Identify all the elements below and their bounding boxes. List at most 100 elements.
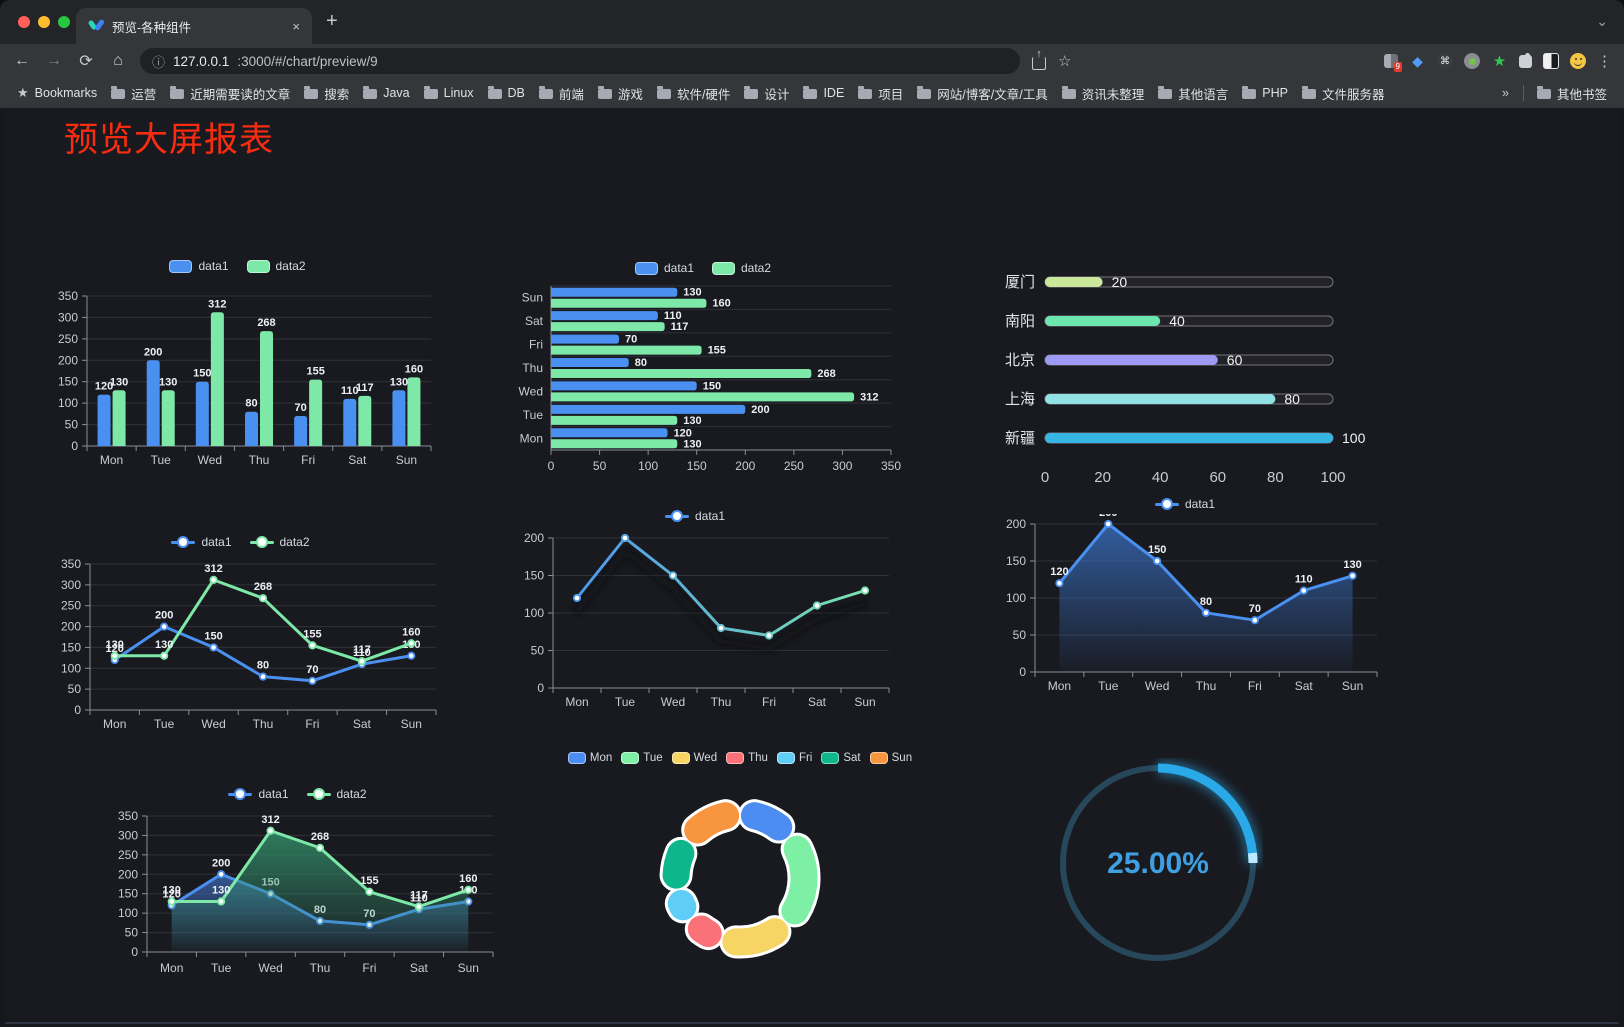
bookmark-folder[interactable]: 网站/博客/文章/工具 [910,81,1054,106]
svg-text:50: 50 [1013,628,1027,642]
browser-tab[interactable]: 预览-各种组件 × [76,8,312,44]
svg-text:0: 0 [548,459,555,473]
svg-text:Fri: Fri [305,717,319,731]
svg-text:300: 300 [58,310,78,324]
star-icon: ★ [17,85,29,100]
svg-text:130: 130 [683,287,701,299]
legend-item[interactable]: data1 [664,509,726,523]
zoom-window-button[interactable] [58,16,70,28]
svg-text:160: 160 [402,626,420,638]
svg-text:Thu: Thu [310,961,331,975]
area-double-canvas: 0 50 100 150 200 250 300 350 Mon Tue Wed Thu Fri Sat S… [118,809,494,975]
extension-smiley-icon[interactable] [1570,53,1586,69]
extension-command-icon[interactable]: ⌘ [1437,53,1453,69]
legend-item[interactable]: Sun [869,752,912,764]
other-bookmarks-button[interactable]: 其他书签 [1530,81,1614,106]
site-info-icon[interactable]: ⓘ [152,54,166,70]
legend-item[interactable]: Thu [726,752,768,764]
svg-text:50: 50 [65,418,79,432]
svg-text:312: 312 [208,298,226,310]
extension-contrast-icon[interactable] [1543,53,1559,69]
legend-item[interactable]: data2 [246,259,306,273]
svg-text:Fri: Fri [301,453,315,467]
legend-label: Tue [643,752,663,764]
bookmark-folder[interactable]: Java [356,81,416,106]
svg-text:0: 0 [1019,665,1026,679]
svg-text:Tue: Tue [151,453,172,467]
legend-item[interactable]: data2 [712,261,771,275]
bookmark-folder[interactable]: 近期需要读的文章 [163,81,297,106]
extensions-puzzle-icon[interactable] [1519,52,1532,68]
tab-list-chevron-icon[interactable]: ⌄ [1596,13,1608,29]
chart-legend: data1 data2 [95,784,500,804]
bookmark-folder[interactable]: 运营 [104,81,163,106]
home-button[interactable]: ⌂ [113,52,123,69]
legend-item[interactable]: Fri [776,752,812,764]
svg-text:200: 200 [212,857,230,869]
extension-blocks-icon[interactable]: 9 [1384,54,1402,72]
bookmark-folder[interactable]: 项目 [851,81,910,106]
legend-item[interactable]: data1 [634,261,694,275]
legend-label: data1 [694,509,726,523]
bookmark-folder[interactable]: 其他语言 [1151,81,1235,106]
bookmark-star-icon[interactable]: ☆ [1058,53,1072,70]
legend-label: Sat [843,752,861,764]
address-bar[interactable]: ⓘ 127.0.0.1:3000/#/chart/preview/9 [140,48,1020,74]
legend-item[interactable]: Tue [621,752,663,764]
svg-text:200: 200 [58,353,78,367]
bookmark-folder[interactable]: 前端 [532,81,591,106]
svg-text:Thu: Thu [522,361,543,375]
svg-text:Fri: Fri [762,695,776,709]
bookmarks-button[interactable]: ★ Bookmarks [10,82,104,104]
reload-button[interactable]: ⟳ [79,53,93,70]
legend-item[interactable]: data1 [228,787,289,801]
svg-text:70: 70 [306,664,318,676]
svg-text:312: 312 [860,391,878,403]
svg-text:117: 117 [356,382,374,394]
forward-button[interactable]: → [46,52,62,69]
back-button[interactable]: ← [14,52,30,69]
bookmark-folder[interactable]: 搜索 [297,81,356,106]
bookmark-folder[interactable]: IDE [796,81,851,106]
browser-menu-icon[interactable]: ⋮ [1597,53,1612,70]
legend-item[interactable]: data2 [306,787,367,801]
legend-item[interactable]: Wed [671,752,718,764]
bookmark-folder[interactable]: PHP [1235,81,1295,106]
bookmark-folder[interactable]: 文件服务器 [1295,81,1392,106]
bookmark-folder[interactable]: 设计 [737,81,796,106]
donut-pie-canvas [659,799,820,959]
legend-item[interactable]: data2 [249,535,310,549]
bookmark-folder[interactable]: Linux [417,81,481,106]
legend-item[interactable]: data1 [169,259,229,273]
bookmarks-overflow-chevron[interactable]: » [1502,86,1509,100]
close-window-button[interactable] [18,16,30,28]
legend-label: Wed [693,752,718,764]
bookmark-folder[interactable]: 资讯未整理 [1055,81,1152,106]
svg-text:155: 155 [303,628,321,640]
legend-item[interactable]: Mon [567,752,612,764]
tab-close-icon[interactable]: × [292,18,300,34]
svg-text:200: 200 [1099,514,1117,519]
new-tab-button[interactable]: + [326,10,338,32]
legend-item[interactable]: Sat [821,752,861,764]
legend-item[interactable]: data1 [1154,497,1215,511]
tab-title: 预览-各种组件 [112,20,192,35]
share-icon[interactable] [1032,56,1046,70]
svg-text:268: 268 [257,317,275,329]
bookmark-folder[interactable]: 游戏 [591,81,650,106]
extension-green-dot-icon[interactable] [1464,53,1480,69]
svg-text:40: 40 [1169,313,1185,329]
extension-gem-icon[interactable]: ◆ [1412,52,1423,69]
url-host: 127.0.0.1 [173,53,230,69]
svg-text:150: 150 [204,630,222,642]
legend-item[interactable]: data1 [171,535,232,549]
bookmark-folder[interactable]: DB [481,81,532,106]
svg-text:Sun: Sun [396,453,417,467]
svg-text:厦门: 厦门 [1005,274,1035,291]
legend-marker [306,788,331,800]
minimize-window-button[interactable] [38,16,50,28]
svg-text:Sat: Sat [353,717,372,731]
extension-star-icon[interactable]: ★ [1492,53,1507,70]
bookmark-folder[interactable]: 软件/硬件 [650,81,737,106]
